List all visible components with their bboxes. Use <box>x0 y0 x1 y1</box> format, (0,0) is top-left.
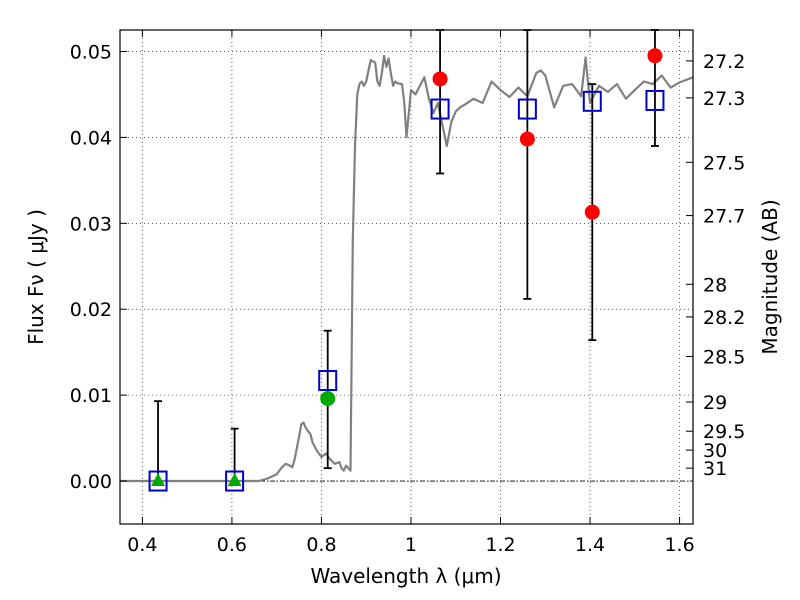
magnitude-tick-label: 29 <box>703 392 727 414</box>
data-point-circle <box>584 204 600 220</box>
tick-layer: 0.4 0.6 0.8 1 1.2 1.4 1.6 0.00 0.01 0.02 0.03 0.04 0… <box>70 30 745 556</box>
magnitude-tick-label: 29.5 <box>703 421 745 443</box>
data-point-square <box>148 470 168 492</box>
model-spectrum-layer <box>120 54 694 483</box>
x-tick-label: 1 <box>405 534 417 556</box>
magnitude-tick-label: 31 <box>703 458 727 480</box>
data-point-square <box>645 89 665 111</box>
y-tick-label: 0.04 <box>70 127 112 149</box>
data-point-triangle <box>227 473 242 487</box>
y-axis-right-label: Magnitude (AB) <box>758 199 782 354</box>
data-point-square <box>430 98 450 120</box>
model-spectrum-line <box>120 54 694 483</box>
x-tick-label: 1.2 <box>485 534 515 556</box>
data-point-circle <box>320 391 336 407</box>
y-tick-label: 0.01 <box>70 385 112 407</box>
x-tick-label: 1.4 <box>575 534 605 556</box>
data-point-circle <box>432 71 448 87</box>
magnitude-tick-label: 30 <box>703 440 727 462</box>
magnitude-tick-label: 27.5 <box>703 152 745 174</box>
x-tick-label: 0.8 <box>306 534 336 556</box>
y-tick-label: 0.03 <box>70 213 112 235</box>
magnitude-tick-label: 27.2 <box>703 51 745 73</box>
data-point-square <box>318 370 338 392</box>
magnitude-tick-label: 28 <box>703 274 727 296</box>
x-tick-label: 0.4 <box>127 534 157 556</box>
x-tick-label: 0.6 <box>217 534 247 556</box>
y-axis-label: Flux Fν ( μJy ) <box>24 209 48 345</box>
magnitude-tick-label: 27.3 <box>703 88 745 110</box>
data-point-circle <box>519 131 535 147</box>
data-point-square <box>517 98 537 120</box>
plot-background <box>120 30 693 524</box>
y-tick-label: 0.02 <box>70 299 112 321</box>
magnitude-tick-label: 28.5 <box>703 346 745 368</box>
y-tick-label: 0.05 <box>70 41 112 63</box>
data-point-square <box>225 470 245 492</box>
magnitude-tick-label: 27.7 <box>703 206 745 228</box>
plot-frame <box>119 29 694 525</box>
x-axis-label: Wavelength λ (μm) <box>310 564 501 588</box>
data-point-circle <box>647 48 663 64</box>
data-point-square <box>582 90 602 112</box>
marker-layer <box>148 48 665 492</box>
data-point-triangle <box>151 473 166 487</box>
x-tick-label: 1.6 <box>664 534 694 556</box>
y-tick-label: 0.00 <box>70 471 112 493</box>
magnitude-tick-label: 28.2 <box>703 307 745 329</box>
